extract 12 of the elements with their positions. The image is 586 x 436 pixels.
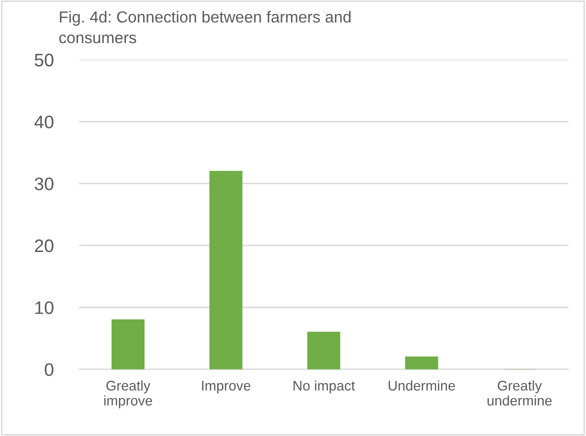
x-tick-label: Improve [202,380,250,394]
y-tick-label: 50 [34,54,54,66]
y-tick-label: 20 [34,239,54,252]
x-tick-label: Greatly undermine [488,380,552,406]
x-tick-label: Greatly improve [104,380,152,408]
y-tick-label: 0 [44,363,54,376]
chart-title: Fig. 4d: Connection between farmers and consumers [59,10,351,44]
x-tick-label: Undermine [388,380,455,391]
y-tick-label: 10 [35,301,54,314]
y-tick-label: 30 [34,177,54,190]
x-tick-label: No impact [294,380,355,394]
y-tick-label: 40 [34,116,54,128]
